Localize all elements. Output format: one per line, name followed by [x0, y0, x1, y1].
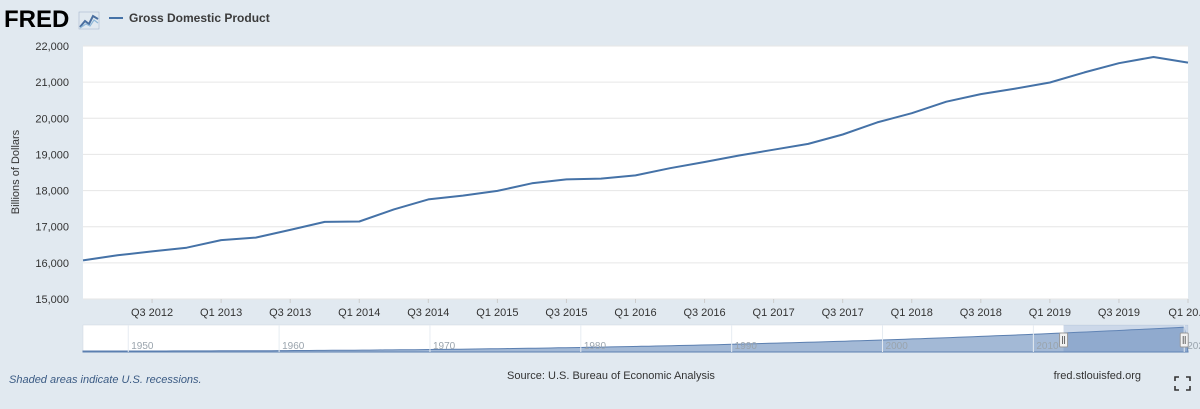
- x-tick-label: Q3 2018: [960, 307, 1002, 319]
- x-axis-tick-labels: Q3 2012 Q1 2013 Q3 2013 Q1 2014 Q3 2014 Q1 20…: [131, 299, 1200, 319]
- x-tick-label: Q1 20...: [1168, 307, 1200, 319]
- x-tick-label: Q3 2017: [822, 307, 864, 319]
- navigator-series-area: [82, 326, 1189, 353]
- y-tick-label: 18,000: [35, 186, 69, 198]
- y-tick-label: 17,000: [35, 222, 69, 234]
- x-tick-label: Q1 2015: [476, 307, 518, 319]
- x-tick-label: Q3 2013: [269, 307, 311, 319]
- series-gdp[interactable]: [82, 56, 1189, 262]
- x-tick-label: Q3 2016: [683, 307, 725, 319]
- y-tick-label: 15,000: [35, 294, 69, 306]
- source-text: Source: U.S. Bureau of Economic Analysis: [507, 370, 715, 382]
- navigator-handle-right[interactable]: [1179, 332, 1189, 348]
- navigator-year-label: 2020: [1187, 341, 1200, 352]
- y-tick-label: 20,000: [35, 113, 69, 125]
- x-tick-label: Q3 2012: [131, 307, 173, 319]
- site-link[interactable]: fred.stlouisfed.org: [1054, 370, 1141, 382]
- x-tick-label: Q1 2019: [1029, 307, 1071, 319]
- recession-note: Shaded areas indicate U.S. recessions.: [9, 374, 202, 386]
- navigator-selected-range[interactable]: [1063, 325, 1188, 352]
- fred-logo-text: FRED: [4, 6, 69, 33]
- chart-legend[interactable]: Gross Domestic Product: [109, 11, 270, 25]
- line-graph-icon: [78, 11, 100, 30]
- range-navigator[interactable]: 1950 1960 1970 1980 1990 2000 2010 2020: [82, 324, 1200, 353]
- fullscreen-icon[interactable]: [1174, 376, 1191, 391]
- x-tick-label: Q1 2016: [614, 307, 656, 319]
- navigator-year-label: 1990: [735, 341, 758, 352]
- y-axis-tick-labels: 15,000 16,000 17,000 18,000 19,000 20,000 21,0…: [35, 41, 69, 306]
- plot-area: [83, 46, 1188, 299]
- y-tick-label: 16,000: [35, 258, 69, 270]
- legend-entry-gdp: Gross Domestic Product: [129, 11, 270, 25]
- x-tick-label: Q1 2013: [200, 307, 242, 319]
- x-tick-label: Q1 2017: [753, 307, 795, 319]
- navigator-year-label: 1950: [131, 341, 154, 352]
- navigator-year-label: 2000: [886, 341, 909, 352]
- x-tick-label: Q1 2018: [891, 307, 933, 319]
- y-axis-title: Billions of Dollars: [10, 129, 22, 214]
- fred-logo[interactable]: FRED: [4, 6, 100, 33]
- x-tick-label: Q1 2014: [338, 307, 380, 319]
- navigator-year-label: 1960: [282, 341, 305, 352]
- navigator-handle-left[interactable]: [1059, 332, 1069, 348]
- series-line-gdp[interactable]: [82, 56, 1189, 262]
- navigator-year-label: 2010: [1036, 341, 1059, 352]
- x-tick-label: Q3 2019: [1098, 307, 1140, 319]
- y-tick-label: 19,000: [35, 149, 69, 161]
- navigator-year-label: 1970: [433, 341, 456, 352]
- x-tick-label: Q3 2015: [545, 307, 587, 319]
- y-tick-label: 21,000: [35, 77, 69, 89]
- x-tick-label: Q3 2014: [407, 307, 449, 319]
- y-tick-label: 22,000: [35, 41, 69, 53]
- navigator-year-label: 1980: [584, 341, 607, 352]
